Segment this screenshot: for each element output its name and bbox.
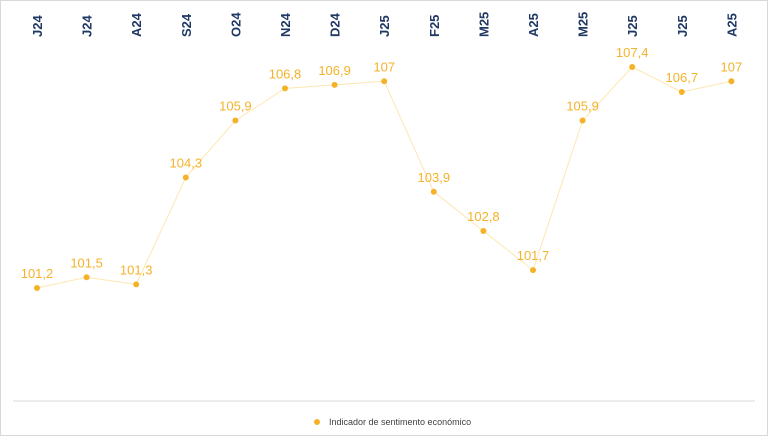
data-label: 102,8 (467, 209, 500, 224)
data-point (133, 281, 140, 288)
data-point (282, 85, 288, 92)
data-point (530, 267, 536, 274)
data-point (381, 78, 388, 85)
x-tick-label: S24 (179, 13, 194, 37)
data-point (728, 78, 735, 85)
legend: Indicador de sentimento económico (314, 417, 471, 427)
data-label: 104,3 (170, 156, 203, 171)
data-point (34, 285, 40, 291)
x-tick-label: J25 (377, 15, 392, 37)
x-tick-label: D24 (328, 12, 343, 37)
data-point (430, 188, 437, 195)
series-markers (34, 64, 735, 291)
data-point (331, 81, 338, 88)
data-point (579, 117, 586, 124)
data-label: 107 (373, 59, 395, 74)
x-tick-label: O24 (228, 12, 243, 37)
data-label: 101,2 (21, 266, 54, 281)
legend-marker (314, 419, 320, 425)
x-tick-label: M25 (476, 12, 491, 37)
data-point (629, 64, 636, 70)
x-tick-label: J24 (80, 15, 95, 37)
data-point (232, 117, 239, 124)
data-label: 107 (721, 59, 743, 74)
x-tick-label: A25 (724, 13, 739, 37)
data-labels: 101,2 101,5 101,3 104,3 105,9 106,8 106,9 107 10… (21, 45, 743, 281)
data-label: 106,8 (269, 66, 302, 81)
data-point (480, 227, 487, 234)
data-label: 101,7 (517, 248, 550, 263)
data-point (182, 174, 189, 181)
data-point (83, 274, 90, 281)
data-label: 105,9 (566, 98, 599, 113)
legend-label: Indicador de sentimento económico (329, 417, 471, 427)
x-tick-label: N24 (278, 12, 293, 37)
x-tick-label: F25 (427, 15, 442, 37)
x-tick-label: A25 (526, 13, 541, 37)
data-label: 103,9 (418, 170, 451, 185)
data-label: 106,7 (666, 70, 699, 85)
x-axis-ticks: J24 J24 A24 S24 O24 N24 D24 J25 F25 M25 A25 M25 J25 J… (30, 12, 739, 37)
x-tick-label: A24 (129, 12, 144, 37)
data-label: 105,9 (219, 98, 252, 113)
data-label: 101,5 (70, 255, 103, 270)
x-tick-label: J24 (30, 15, 45, 37)
x-tick-label: J25 (625, 15, 640, 37)
x-tick-label: J25 (675, 15, 690, 37)
data-label: 106,9 (318, 63, 351, 78)
data-label: 107,4 (616, 45, 649, 60)
series-line (36, 66, 732, 289)
data-point (678, 88, 685, 95)
data-label: 101,3 (120, 262, 153, 277)
x-tick-label: M25 (576, 12, 591, 37)
